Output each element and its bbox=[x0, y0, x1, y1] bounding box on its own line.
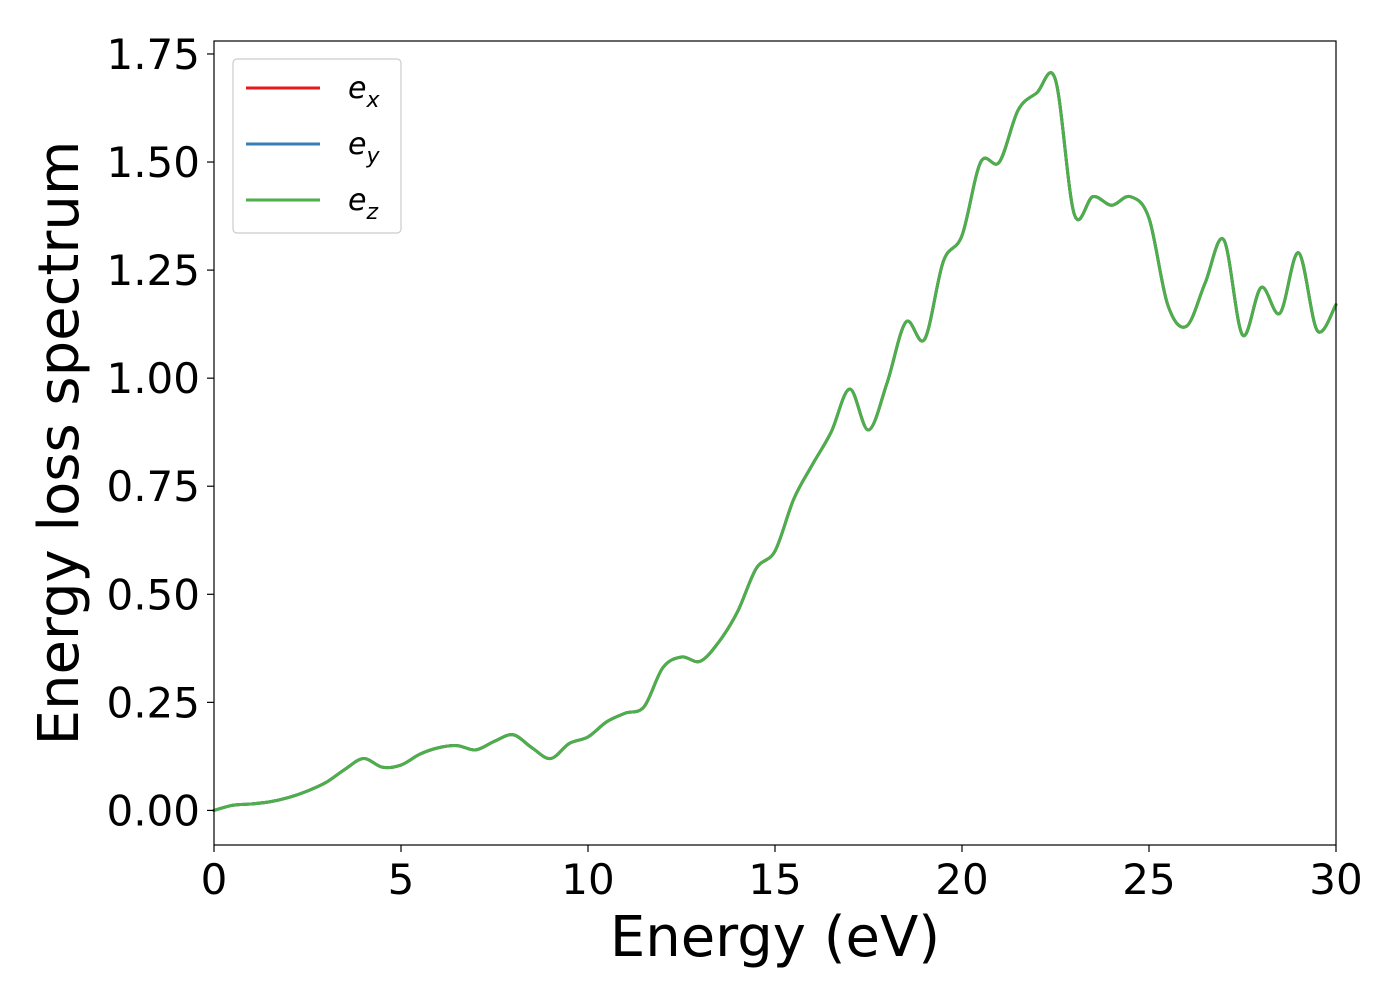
series-layer bbox=[212, 71, 1338, 812]
y-tick-label: 0.75 bbox=[106, 462, 200, 511]
x-axis-title: Energy (eV) bbox=[610, 905, 940, 970]
legend-label-ex: ex bbox=[348, 71, 380, 113]
x-tick-label: 25 bbox=[1122, 855, 1175, 904]
y-tick-label: 1.50 bbox=[106, 138, 200, 187]
x-tick-label: 5 bbox=[388, 855, 415, 904]
legend-frame bbox=[232, 58, 402, 234]
legend-label-ey: ey bbox=[348, 127, 380, 169]
y-tick-label: 0.50 bbox=[106, 570, 200, 619]
x-tick-label: 0 bbox=[201, 855, 228, 904]
y-tick-label: 1.25 bbox=[106, 246, 200, 295]
y-tick-label: 1.75 bbox=[106, 30, 200, 79]
y-tick-label: 0.00 bbox=[106, 786, 200, 835]
x-tick-label: 10 bbox=[561, 855, 614, 904]
y-axis-ticks: 0.00 0.25 0.50 0.75 1.00 1.25 1.50 1.75 bbox=[106, 30, 214, 835]
x-tick-label: 30 bbox=[1309, 855, 1362, 904]
y-tick-label: 1.00 bbox=[106, 354, 200, 403]
legend-label-ez: ez bbox=[348, 183, 378, 225]
x-tick-label: 15 bbox=[748, 855, 801, 904]
x-axis-ticks: 0 5 10 15 20 25 30 bbox=[201, 845, 1363, 904]
y-tick-label: 0.25 bbox=[106, 678, 200, 727]
y-axis-title: Energy loss spectrum bbox=[27, 141, 92, 746]
x-tick-label: 20 bbox=[935, 855, 988, 904]
series-line-e-z bbox=[212, 71, 1338, 812]
legend: ex ey ez bbox=[232, 58, 402, 234]
